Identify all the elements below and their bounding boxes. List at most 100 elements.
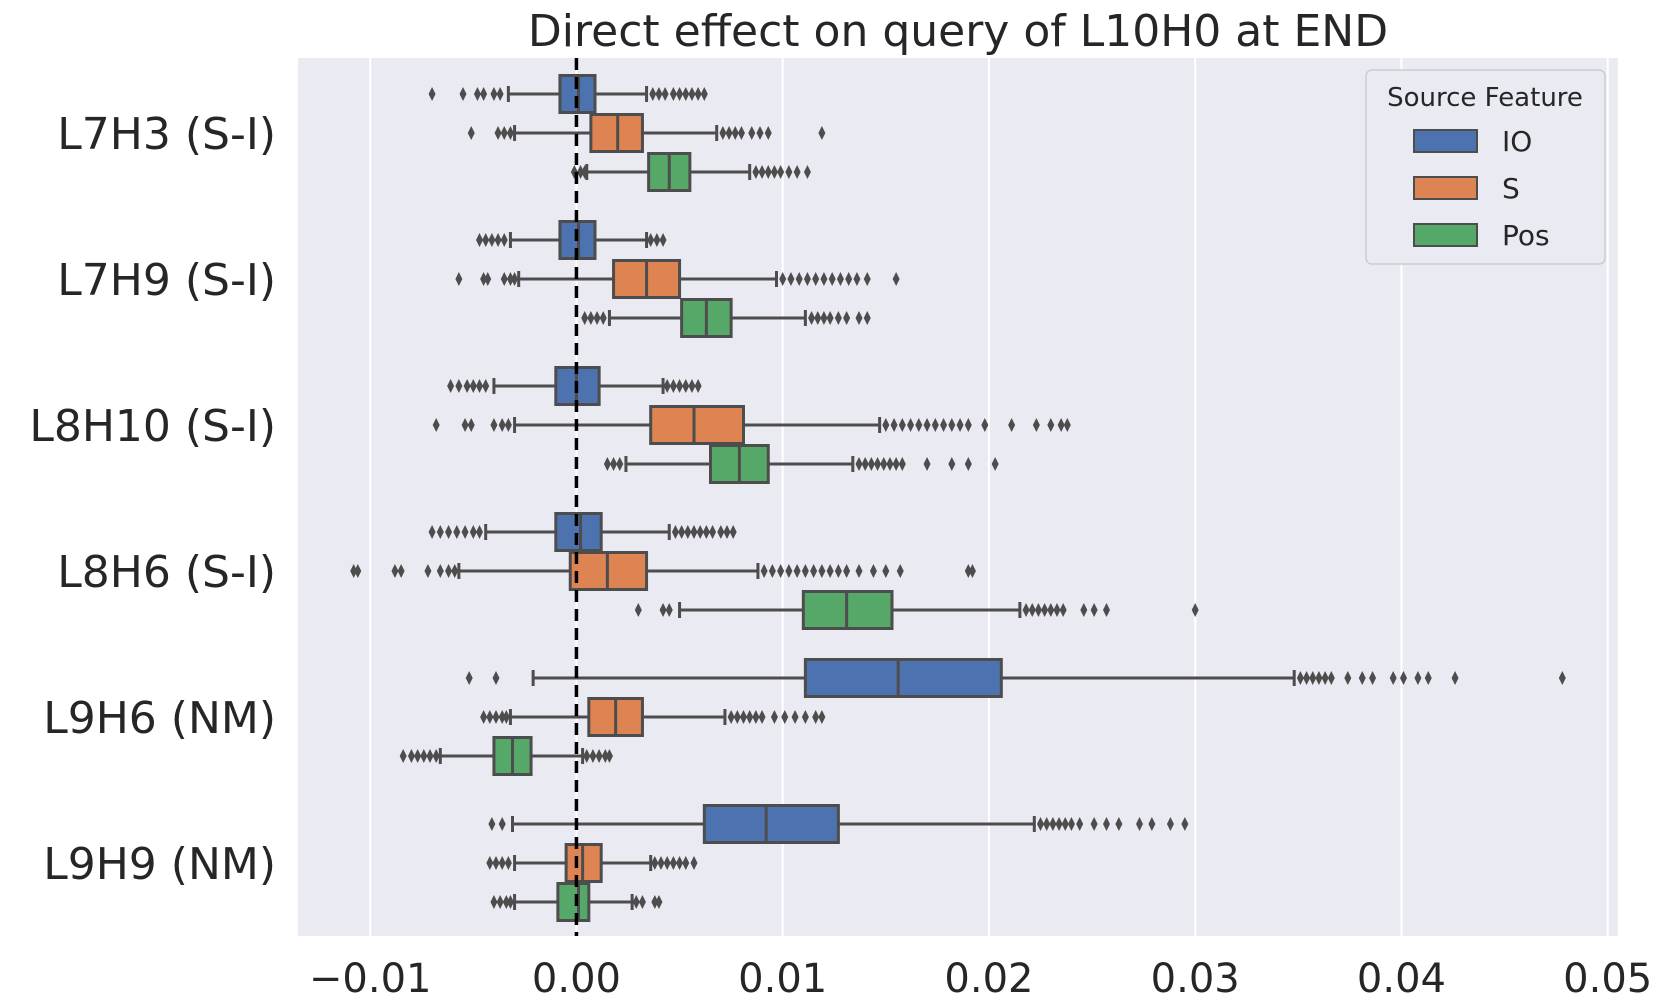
outlier-point — [801, 710, 809, 724]
outlier-point — [1090, 817, 1098, 831]
outlier-point — [820, 311, 828, 325]
outlier-point — [812, 272, 820, 286]
outlier-point — [669, 856, 677, 870]
x-tick-label: 0.02 — [944, 956, 1033, 1002]
outlier-point — [1022, 603, 1030, 617]
outlier-point — [445, 564, 453, 578]
outlier-point — [702, 525, 710, 539]
outlier-point — [399, 749, 407, 763]
outlier-point — [781, 710, 789, 724]
category-label: L7H3 (S-I) — [57, 109, 276, 160]
outlier-point — [758, 710, 766, 724]
outlier-point — [863, 311, 871, 325]
outlier-point — [818, 710, 826, 724]
outlier-point — [467, 418, 475, 432]
outlier-point — [898, 418, 906, 432]
outlier-point — [931, 418, 939, 432]
x-tick-label: 0.03 — [1151, 956, 1240, 1002]
outlier-point — [1451, 671, 1459, 685]
outlier-point — [426, 749, 434, 763]
outlier-point — [981, 418, 989, 432]
outlier-point — [688, 87, 696, 101]
outlier-point — [461, 418, 469, 432]
outlier-point — [956, 418, 964, 432]
outlier-point — [1049, 817, 1057, 831]
outlier-point — [814, 311, 822, 325]
outlier-point — [777, 165, 785, 179]
outlier-point — [451, 564, 459, 578]
y-category-labels: L7H3 (S-I) L7H9 (S-I) L8H10 (S-I) L8H6 (S-I… — [29, 109, 276, 890]
outlier-point — [1103, 603, 1110, 617]
outlier-point — [445, 525, 453, 539]
outlier-point — [845, 272, 853, 286]
outlier-point — [1067, 817, 1075, 831]
outlier-point — [1080, 603, 1088, 617]
outlier-point — [595, 749, 603, 763]
legend-label: IO — [1502, 125, 1532, 158]
box-pos — [570, 152, 811, 192]
outlier-point — [764, 165, 772, 179]
outlier-point — [682, 856, 690, 870]
box-io — [488, 804, 1189, 844]
box-io — [428, 74, 708, 114]
box-pos — [634, 590, 1199, 630]
outlier-point — [1053, 603, 1061, 617]
outlier-point — [892, 457, 900, 471]
outlier-point — [463, 379, 471, 393]
outlier-point — [420, 749, 428, 763]
outlier-point — [828, 272, 836, 286]
outlier-point — [733, 710, 741, 724]
outlier-point — [746, 710, 754, 724]
outlier-point — [655, 87, 663, 101]
outlier-point — [676, 379, 684, 393]
box-series — [350, 74, 1566, 922]
outlier-point — [882, 418, 890, 432]
outlier-point — [1315, 671, 1323, 685]
outlier-point — [1076, 817, 1084, 831]
x-tick-label: 0.00 — [532, 956, 621, 1002]
outlier-point — [659, 233, 667, 247]
outlier-point — [490, 418, 498, 432]
outlier-point — [632, 895, 640, 909]
outlier-point — [793, 564, 801, 578]
outlier-point — [599, 311, 607, 325]
outlier-point — [649, 87, 657, 101]
outlier-point — [855, 311, 863, 325]
outlier-point — [855, 564, 863, 578]
outlier-point — [601, 749, 609, 763]
outlier-point — [428, 525, 436, 539]
box-io — [447, 366, 702, 406]
outlier-point — [482, 233, 490, 247]
outlier-point — [826, 564, 834, 578]
outlier-point — [581, 165, 589, 179]
outlier-point — [651, 856, 659, 870]
outlier-point — [915, 418, 923, 432]
outlier-point — [948, 418, 956, 432]
outlier-point — [492, 710, 500, 724]
outlier-point — [812, 710, 820, 724]
outlier-point — [482, 379, 490, 393]
legend-items: IO S Pos — [1413, 125, 1550, 252]
outlier-point — [484, 272, 492, 286]
box-pos — [490, 882, 663, 922]
outlier-point — [577, 165, 585, 179]
outlier-point — [890, 418, 898, 432]
legend-box — [1365, 69, 1606, 265]
outlier-point — [490, 87, 498, 101]
outlier-point — [731, 126, 739, 140]
outlier-point — [768, 564, 776, 578]
outlier-point — [676, 856, 684, 870]
outlier-point — [709, 525, 717, 539]
legend-title: Source Feature — [1387, 83, 1583, 113]
box-pos — [603, 444, 999, 484]
outlier-point — [785, 165, 793, 179]
outlier-point — [907, 418, 915, 432]
outlier-point — [480, 710, 488, 724]
outlier-point — [1115, 817, 1123, 831]
outlier-point — [737, 126, 745, 140]
outlier-point — [616, 457, 624, 471]
box-io — [465, 658, 1566, 698]
outlier-point — [723, 525, 731, 539]
legend-label: Pos — [1502, 219, 1550, 252]
outlier-point — [756, 126, 764, 140]
